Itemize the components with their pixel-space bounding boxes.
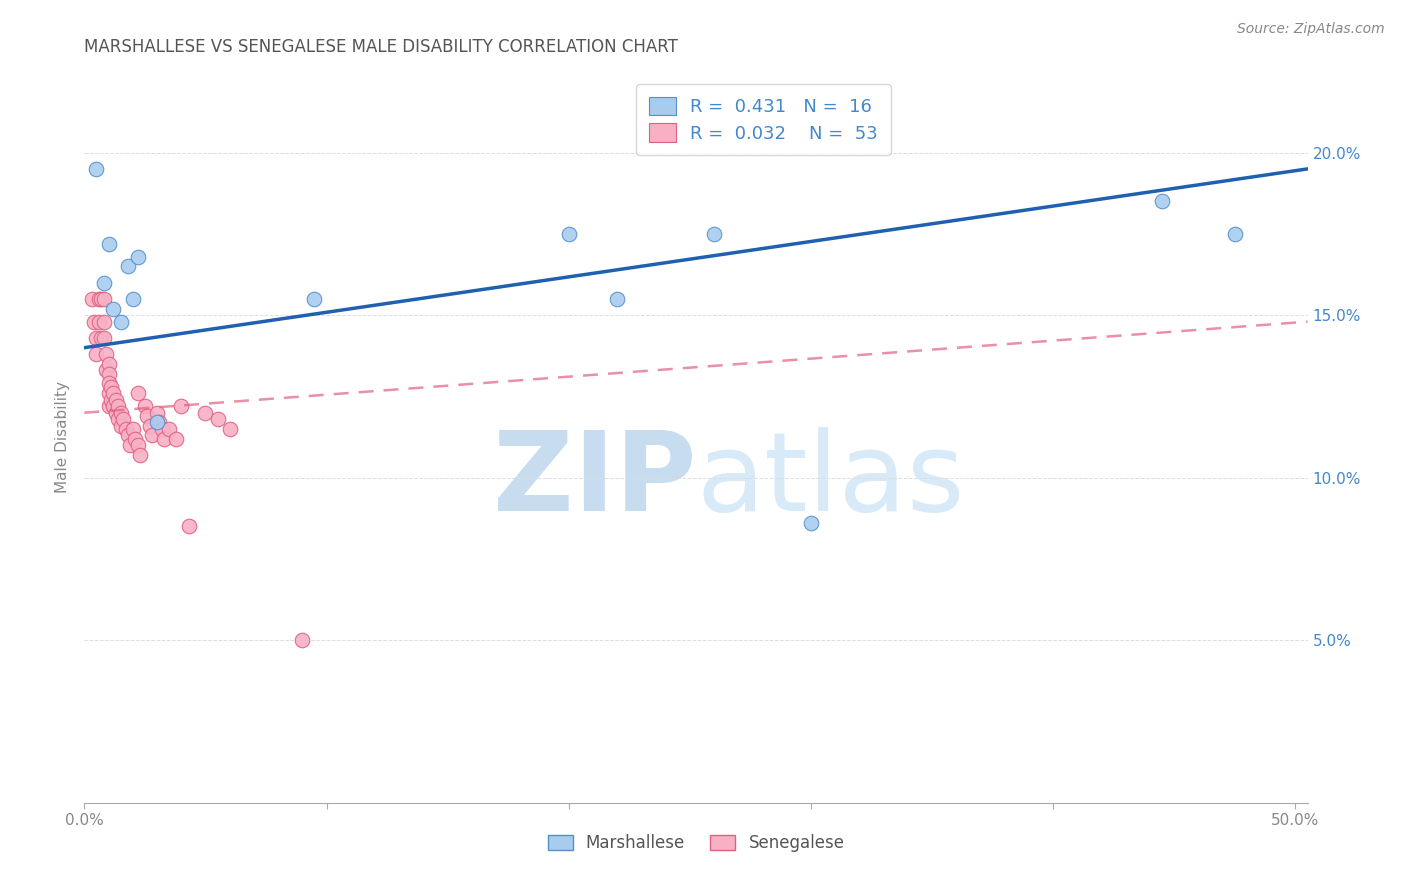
Point — [703, 227, 725, 241]
Point — [558, 227, 581, 241]
Point — [207, 412, 229, 426]
Point — [1223, 227, 1246, 241]
Point — [97, 367, 120, 381]
Point — [606, 292, 628, 306]
Point — [97, 399, 120, 413]
Point — [148, 416, 170, 430]
Point — [139, 418, 162, 433]
Point — [177, 519, 200, 533]
Text: ZIP: ZIP — [492, 427, 696, 534]
Point — [120, 438, 142, 452]
Point — [110, 315, 132, 329]
Point — [104, 406, 127, 420]
Point — [107, 412, 129, 426]
Point — [90, 292, 112, 306]
Point — [127, 386, 149, 401]
Y-axis label: Male Disability: Male Disability — [55, 381, 70, 493]
Point — [97, 236, 120, 251]
Point — [114, 422, 136, 436]
Point — [110, 406, 132, 420]
Point — [97, 386, 120, 401]
Point — [103, 301, 125, 316]
Point — [141, 428, 163, 442]
Point — [150, 422, 173, 436]
Point — [129, 448, 152, 462]
Point — [218, 422, 240, 436]
Point — [146, 416, 169, 430]
Text: atlas: atlas — [696, 427, 965, 534]
Point — [136, 409, 159, 423]
Point — [117, 260, 139, 274]
Point — [110, 418, 132, 433]
Point — [96, 347, 118, 361]
Text: MARSHALLESE VS SENEGALESE MALE DISABILITY CORRELATION CHART: MARSHALLESE VS SENEGALESE MALE DISABILIT… — [84, 38, 678, 56]
Point — [97, 376, 120, 391]
Point — [170, 399, 193, 413]
Text: Source: ZipAtlas.com: Source: ZipAtlas.com — [1237, 22, 1385, 37]
Point — [134, 399, 156, 413]
Point — [121, 422, 143, 436]
Point — [103, 399, 125, 413]
Point — [87, 292, 110, 306]
Point — [107, 399, 129, 413]
Point — [800, 516, 823, 531]
Point — [86, 161, 108, 176]
Point — [104, 392, 127, 407]
Point — [1152, 194, 1174, 209]
Point — [153, 432, 176, 446]
Point — [93, 315, 115, 329]
Point — [93, 276, 115, 290]
Point — [103, 386, 125, 401]
Point — [165, 432, 187, 446]
Point — [90, 331, 112, 345]
Point — [127, 250, 149, 264]
Point — [80, 292, 103, 306]
Point — [83, 315, 105, 329]
Point — [117, 428, 139, 442]
Point — [121, 292, 143, 306]
Point — [100, 380, 122, 394]
Point — [97, 357, 120, 371]
Point — [124, 432, 146, 446]
Point — [87, 315, 110, 329]
Point — [86, 347, 108, 361]
Point — [291, 633, 314, 648]
Point — [194, 406, 217, 420]
Point — [86, 331, 108, 345]
Point — [304, 292, 326, 306]
Point — [100, 392, 122, 407]
Point — [146, 406, 169, 420]
Point — [96, 363, 118, 377]
Point — [127, 438, 149, 452]
Point — [93, 292, 115, 306]
Point — [93, 331, 115, 345]
Point — [112, 412, 135, 426]
Legend: Marshallese, Senegalese: Marshallese, Senegalese — [538, 826, 853, 860]
Point — [157, 422, 180, 436]
